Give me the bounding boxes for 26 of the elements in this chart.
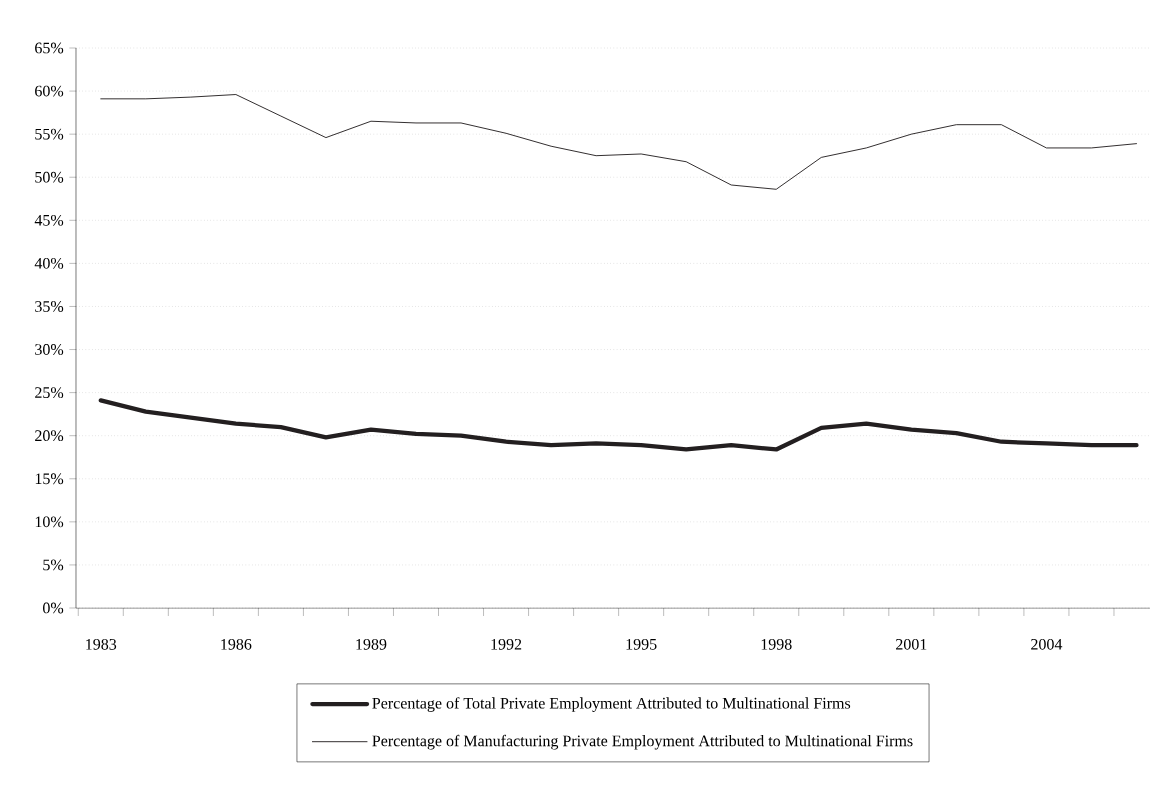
y-tick-label: 35% — [35, 301, 64, 312]
line-series — [98, 398, 1139, 452]
y-tick-label: 55% — [35, 128, 64, 140]
y-tick-label: 30% — [35, 344, 64, 355]
line-series — [100, 94, 1137, 190]
y-tick-label: 40% — [34, 257, 64, 269]
x-tick-label: 1992 — [491, 638, 522, 650]
x-tick-label: 1983 — [86, 638, 117, 650]
x-tick-label: 2001 — [896, 638, 927, 650]
legend-label: Percentage of Total Private Employment Attributed to Multinational Firms — [372, 697, 851, 712]
x-tick-label: 1998 — [761, 638, 792, 650]
x-tick-label: 1995 — [626, 638, 657, 650]
y-tick-label: 65% — [35, 42, 64, 54]
y-tick-label: 5% — [43, 559, 64, 571]
y-tick-label: 0% — [43, 602, 64, 614]
y-tick-label: 10% — [35, 516, 64, 528]
y-tick-label: 60% — [35, 85, 64, 97]
y-tick-label: 15% — [35, 473, 64, 485]
y-tick-label: 25% — [35, 387, 64, 399]
y-tick-label: 50% — [35, 171, 64, 183]
x-tick-label: 1986 — [221, 638, 252, 650]
x-tick-label: 1989 — [356, 638, 387, 650]
y-tick-label: 45% — [34, 214, 64, 226]
legend-label: Percentage of Manufacturing Private Employment Attributed to Multinational Firms — [372, 734, 913, 750]
x-tick-label: 2004 — [1031, 638, 1063, 650]
y-tick-label: 20% — [35, 430, 64, 442]
